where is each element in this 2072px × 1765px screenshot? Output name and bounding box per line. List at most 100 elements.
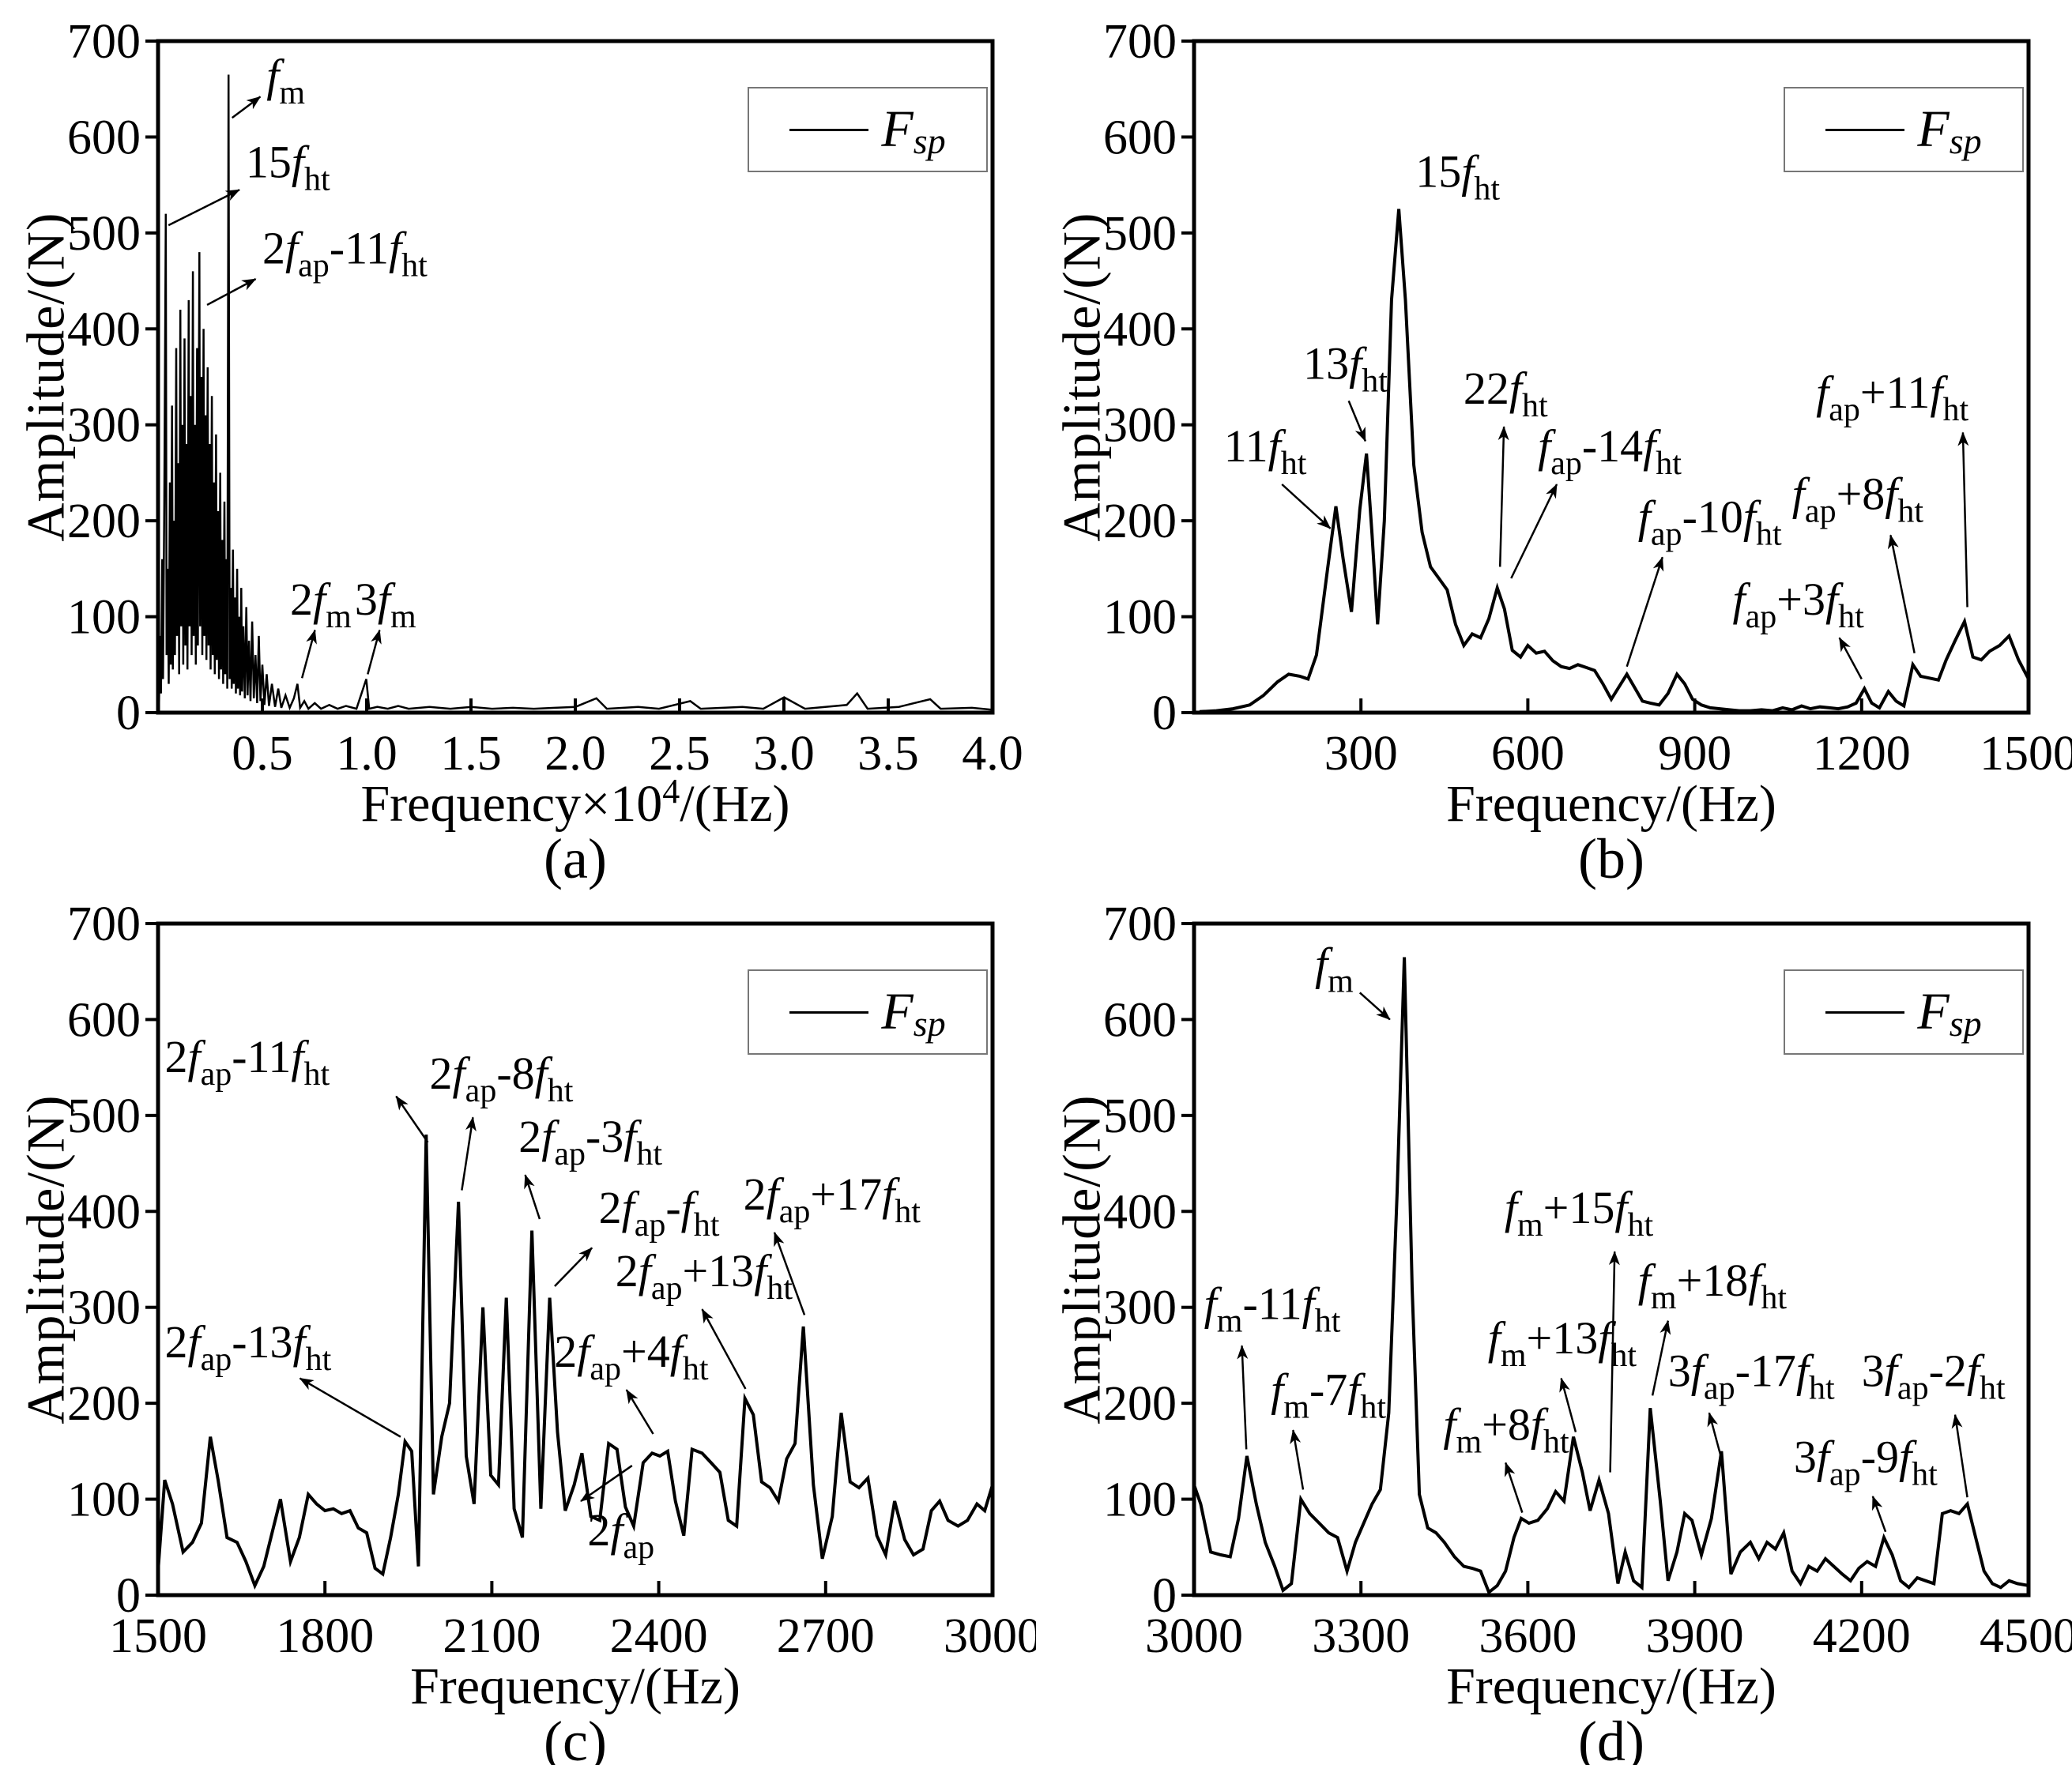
- y-tick-label: 700: [67, 15, 141, 69]
- annotation-arrow: [554, 1247, 593, 1287]
- annotation-label: 3fm: [355, 574, 416, 635]
- annotation-label: fap+11fht: [1816, 367, 1968, 428]
- annotation-arrow: [1559, 1377, 1577, 1432]
- x-tick-label: 1.5: [440, 727, 502, 781]
- legend: F sp: [748, 969, 988, 1055]
- legend-symbol: F: [1917, 100, 1950, 158]
- spectrum-line: [1194, 957, 2029, 1595]
- y-tick-label: 200: [67, 495, 141, 548]
- annotation-label: fm: [266, 50, 305, 111]
- y-tick-label: 0: [116, 687, 141, 740]
- annotation-arrow: [1951, 1413, 1968, 1498]
- x-tick-label: 1200: [1813, 727, 1911, 781]
- subplot-d-plot-canvas: 3000 3300 3600 3900 4200 4500 0 100 200 300 400 500…: [1103, 898, 2072, 1663]
- peak-annotations: 2fap-11fht 2fap-8fht2fap-3fht2fap-fht2fap…: [164, 1031, 921, 1566]
- x-tick-label: 1500: [1980, 727, 2072, 781]
- x-tick-label: 3.5: [857, 727, 919, 781]
- x-tick-label: 600: [1491, 727, 1565, 781]
- annotation-label: fap-10fht: [1638, 491, 1782, 553]
- y-tick-label: 400: [1103, 303, 1177, 356]
- annotation-label: 11fht: [1224, 420, 1307, 482]
- x-tick-label: 2700: [777, 1609, 875, 1663]
- y-tick-label: 700: [1103, 15, 1177, 69]
- legend-symbol: F: [1917, 983, 1950, 1041]
- x-tick-label: 3.0: [753, 727, 815, 781]
- y-tick-label: 200: [1103, 1377, 1177, 1431]
- annotation-label: 2fap+13fht: [616, 1245, 793, 1307]
- annotation-arrow: [524, 1174, 541, 1220]
- y-tick-label: 0: [1152, 1569, 1177, 1623]
- y-tick-label: 400: [1103, 1185, 1177, 1239]
- annotation-label: fap-14fht: [1538, 420, 1682, 482]
- x-tick-label: 3900: [1646, 1609, 1744, 1663]
- annotation-arrow: [1510, 484, 1558, 579]
- y-tick-label: 500: [67, 207, 141, 261]
- x-tick-label: 4200: [1813, 1609, 1911, 1663]
- legend-symbol: F: [881, 100, 914, 158]
- x-axis-label: Frequency/(Hz): [1194, 771, 2029, 834]
- y-tick-label: 300: [1103, 1281, 1177, 1335]
- x-tick-label: 3300: [1312, 1609, 1410, 1663]
- subplot-caption: (b): [1578, 827, 1644, 890]
- plot-frame: [156, 921, 995, 1598]
- annotation-label: 3fap-2fht: [1862, 1345, 2006, 1406]
- y-tick-label: 400: [67, 1185, 141, 1239]
- annotation-label: 2fap-11fht: [164, 1031, 330, 1093]
- legend-subscript: sp: [1949, 120, 1982, 161]
- x-axis-label-text: Frequency/(Hz): [1446, 775, 1776, 833]
- annotation-label: 2fap+4fht: [554, 1326, 709, 1387]
- legend-line-sample: [789, 1010, 869, 1014]
- legend: F sp: [748, 87, 988, 172]
- y-tick-label: 300: [67, 399, 141, 453]
- annotation-arrow: [231, 96, 262, 119]
- annotation-label: fm+8fht: [1443, 1398, 1569, 1460]
- spectrum-line: [158, 1135, 993, 1590]
- axis-ticks: 300 600 900 1200 1500 0 100 200 300 400 500 600 700: [1103, 15, 2072, 781]
- legend-subscript: sp: [1949, 1003, 1982, 1044]
- y-tick-label: 100: [1103, 1473, 1177, 1527]
- y-tick-label: 100: [67, 591, 141, 645]
- annotation-arrow: [701, 1308, 747, 1390]
- annotation-arrow: [1838, 637, 1863, 680]
- annotation-label: 2fap-3fht: [518, 1111, 662, 1172]
- x-tick-label: 4500: [1980, 1609, 2072, 1663]
- y-axis-label: Amplitude/(N): [15, 1094, 76, 1424]
- annotation-arrow: [1504, 1462, 1524, 1513]
- axis-ticks: 1500 1800 2100 2400 2700 3000 0 100 200 300 400 500…: [67, 898, 1036, 1663]
- y-tick-label: 200: [67, 1377, 141, 1431]
- legend-subscript: sp: [913, 1003, 946, 1044]
- annotation-label: 2fap-fht: [599, 1182, 720, 1244]
- y-tick-label: 600: [67, 993, 141, 1047]
- x-tick-label: 4.0: [962, 727, 1023, 781]
- subplot-caption: (d): [1578, 1710, 1644, 1765]
- y-axis-label: Amplitude/(N): [1051, 212, 1112, 542]
- annotation-arrow: [1871, 1495, 1887, 1533]
- x-tick-label: 2400: [610, 1609, 708, 1663]
- y-tick-label: 500: [67, 1089, 141, 1143]
- annotation-label: 2fap-11fht: [262, 223, 428, 284]
- annotation-arrow: [1347, 400, 1366, 442]
- y-tick-label: 100: [1103, 591, 1177, 645]
- annotation-label: 22fht: [1464, 363, 1548, 424]
- subplot-a-plot-canvas: 0.5 1.0 1.5 2.0 2.5 3.0 3.5 4.0 0 100 200 300 400 500…: [67, 15, 1023, 781]
- annotation-arrow: [1497, 426, 1509, 567]
- x-tick-label: 1800: [276, 1609, 374, 1663]
- x-tick-label: 3000: [1145, 1609, 1243, 1663]
- x-tick-label: 1500: [109, 1609, 207, 1663]
- annotation-label: 2fm: [290, 574, 352, 635]
- x-tick-label: 2100: [443, 1609, 541, 1663]
- annotation-arrow: [1237, 1345, 1249, 1450]
- x-tick-label: 3600: [1479, 1609, 1577, 1663]
- annotation-arrow: [1290, 1429, 1305, 1490]
- annotation-label: 15fht: [246, 136, 330, 198]
- x-tick-label: 2.0: [544, 727, 606, 781]
- subplot-b: 300 600 900 1200 1500 0 100 200 300 400 500 600 700 1…: [1036, 0, 2072, 890]
- annotation-label: 2fap-8fht: [430, 1048, 574, 1109]
- subplot-caption: (c): [544, 1710, 607, 1765]
- annotation-label: 13fht: [1303, 337, 1388, 399]
- y-tick-label: 0: [116, 1569, 141, 1623]
- annotation-label: fap+8fht: [1792, 469, 1924, 530]
- peak-annotations: 15fht13fht11fht22fhtfap-14fhtfap-10fhtfa…: [1224, 146, 1969, 680]
- y-tick-label: 400: [67, 303, 141, 356]
- y-tick-label: 200: [1103, 495, 1177, 548]
